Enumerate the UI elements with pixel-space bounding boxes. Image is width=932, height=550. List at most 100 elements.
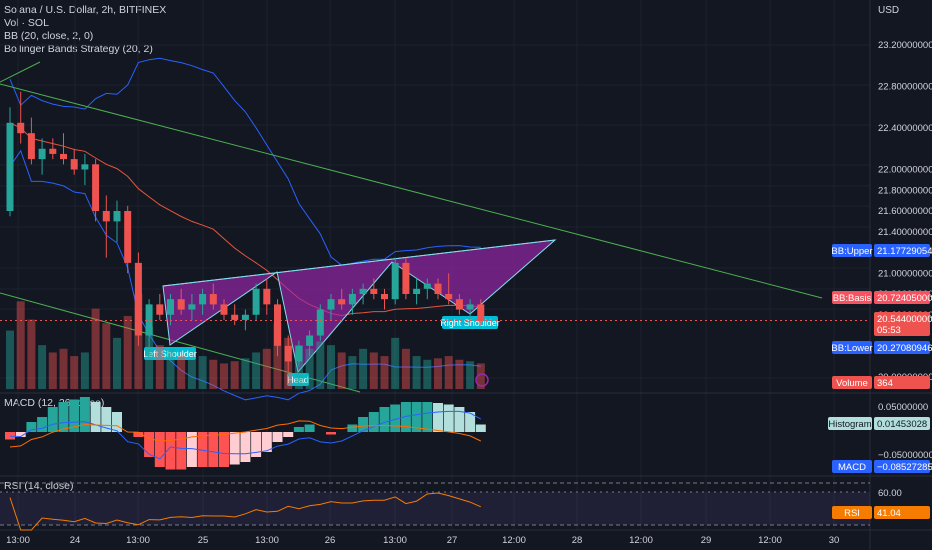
pattern-label-bg xyxy=(287,373,309,386)
candle-body xyxy=(263,288,271,305)
rsi-line xyxy=(9,492,482,531)
volume-bar xyxy=(455,359,464,389)
candle-body xyxy=(102,211,110,222)
volume-bar xyxy=(80,352,89,389)
candle-body xyxy=(402,262,410,294)
price-tick-label: 23.20000000 xyxy=(878,40,932,51)
macd-tag-label-bg xyxy=(832,460,872,473)
macd-histogram-bar xyxy=(283,432,294,437)
volume-bar xyxy=(155,345,164,389)
macd-histogram-bar xyxy=(154,432,165,467)
macd-histogram-bar xyxy=(208,432,219,467)
macd-histogram-bar xyxy=(358,417,369,432)
volume-bar xyxy=(59,348,68,389)
rsi-tick-label: 60.00 xyxy=(878,488,902,499)
bb-lower-tag-label-bg xyxy=(832,341,872,354)
price-tick-label: 21.80000000 xyxy=(878,185,932,196)
currency-label: USD xyxy=(878,5,900,16)
bb-upper-tag-label: BB:Upper xyxy=(831,246,872,257)
pattern-label: Left Shoulder xyxy=(143,349,197,359)
volume-bar xyxy=(27,319,36,389)
chart-title: Solana / U.S. Dollar, 2h, BITFINEX xyxy=(4,4,167,16)
trend-line-short xyxy=(0,61,41,83)
macd-histogram-bar xyxy=(165,432,176,470)
candle-body xyxy=(445,294,453,300)
macd-histogram-bar xyxy=(186,432,197,467)
volume-bar xyxy=(48,352,57,389)
candle-body xyxy=(199,294,207,305)
candle-body xyxy=(370,288,378,294)
time-tick-label: 13:00 xyxy=(383,535,407,546)
volume-bar xyxy=(102,323,111,389)
macd-histogram-bar xyxy=(411,402,422,432)
time-tick-label: 12:00 xyxy=(629,535,653,546)
last-price-value: 20.54400000 xyxy=(877,314,932,325)
price-tags: BB:Upper 21.17729054 BB:Basis 20.72405000 20… xyxy=(828,244,932,519)
macd-histogram-bar xyxy=(400,402,411,432)
macd-histogram-bar xyxy=(26,422,37,432)
volume-bar xyxy=(434,358,442,389)
macd-histogram-bar xyxy=(58,402,69,432)
volume-bar xyxy=(476,363,485,389)
time-tick-label: 13:00 xyxy=(126,535,150,546)
macd-tag-label: MACD xyxy=(838,462,866,473)
candle-body xyxy=(134,262,142,336)
macd-histogram-bar xyxy=(37,417,48,432)
candle-body xyxy=(413,288,421,294)
macd-histogram-bar xyxy=(219,432,229,467)
volume-bar xyxy=(16,301,25,389)
volume-legend[interactable]: Vol · SOL xyxy=(4,17,49,29)
macd-histogram-bar xyxy=(368,412,379,432)
candle-body xyxy=(167,299,174,315)
volume-bar xyxy=(380,356,389,389)
volume-bar xyxy=(401,348,410,389)
bolt-icon xyxy=(475,373,489,387)
time-tick-label: 30 xyxy=(829,535,840,546)
candle-body xyxy=(60,153,67,160)
candle-body xyxy=(455,299,463,310)
candle-body xyxy=(6,122,14,211)
candle-body xyxy=(434,283,442,294)
bb-legend[interactable]: BB (20, close, 2, 0) xyxy=(4,30,94,42)
volume-bar xyxy=(209,359,218,389)
candle-body xyxy=(145,304,153,336)
macd-histogram-bar xyxy=(272,432,283,442)
macd-histogram-bar xyxy=(90,402,101,432)
candle-body xyxy=(338,299,346,305)
volume-bar xyxy=(327,345,335,389)
macd-histogram-bar xyxy=(475,424,486,432)
volume-bar xyxy=(145,326,154,389)
histogram-value: 0.01453028 xyxy=(877,419,927,430)
candle-body xyxy=(124,211,132,263)
volume-bar xyxy=(252,352,261,389)
volume-tag-label: Volume xyxy=(836,378,868,389)
candle-body xyxy=(81,164,89,170)
candle-body xyxy=(252,288,260,315)
volume-bar xyxy=(262,348,271,389)
histogram-label-bg xyxy=(828,417,872,430)
time-tick-label: 29 xyxy=(701,535,712,546)
volume-bar xyxy=(38,345,47,389)
macd-tick-label: −0.05000000 xyxy=(878,450,932,461)
macd-legend[interactable]: MACD (12, 26, close) xyxy=(4,397,105,409)
macd-histogram-bar xyxy=(379,407,390,432)
bb-upper-tag-value-bg xyxy=(874,244,930,257)
price-tick-label: 22.00000000 xyxy=(878,165,932,176)
macd-histogram-bar xyxy=(293,427,304,432)
volume-bar xyxy=(444,356,453,389)
neckline xyxy=(162,239,556,287)
macd-histogram-bar xyxy=(261,432,272,452)
volume-bar xyxy=(466,361,475,389)
volume-bar xyxy=(123,315,132,389)
macd-histogram-bar xyxy=(197,432,208,467)
time-tick-label: 27 xyxy=(447,535,458,546)
candle-body xyxy=(391,262,399,300)
bollinger-bands xyxy=(9,57,481,401)
bb-strategy-legend[interactable]: Bollinger Bands Strategy (20, 2) xyxy=(4,43,153,55)
head-and-shoulders-pattern: Left Shoulder Head Right Shoulder xyxy=(143,239,557,386)
bb-lower-tag-value-bg xyxy=(874,341,930,354)
volume-bar xyxy=(113,337,121,389)
candle-body xyxy=(70,159,78,170)
